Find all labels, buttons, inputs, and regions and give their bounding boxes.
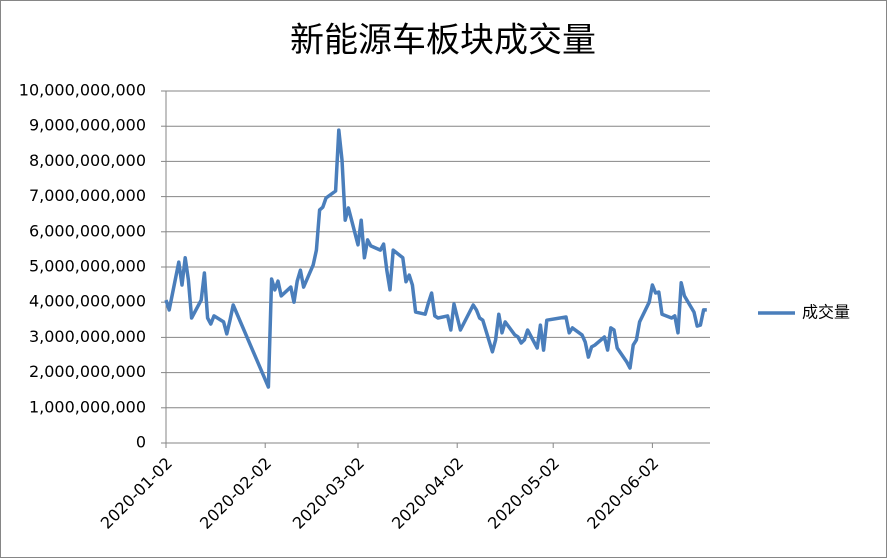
y-tick-label: 10,000,000,000	[19, 81, 146, 100]
y-tick-label: 8,000,000,000	[29, 151, 146, 170]
data-line	[164, 128, 707, 389]
y-tick-label: 1,000,000,000	[29, 397, 146, 416]
y-tick-label: 0	[136, 433, 146, 452]
y-tick-label: 6,000,000,000	[29, 221, 146, 240]
y-tick-label: 3,000,000,000	[29, 327, 146, 346]
y-tick-label: 2,000,000,000	[29, 362, 146, 381]
y-tick-label: 5,000,000,000	[29, 257, 146, 276]
y-tick-label: 7,000,000,000	[29, 186, 146, 205]
y-tick-label: 9,000,000,000	[29, 116, 146, 135]
y-tick-label: 4,000,000,000	[29, 292, 146, 311]
chart-title: 新能源车板块成交量	[290, 21, 596, 61]
legend-label: 成交量	[802, 303, 850, 322]
